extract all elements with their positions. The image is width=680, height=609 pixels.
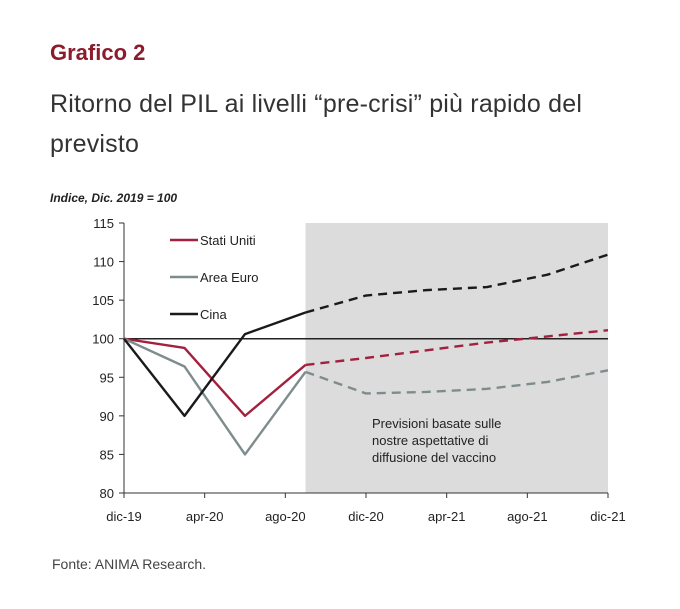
series-cina-forecast-line bbox=[305, 253, 609, 314]
legend-label: Cina bbox=[200, 307, 228, 322]
forecast-annotation-line: Previsioni basate sulle bbox=[372, 416, 501, 431]
legend-label: Stati Uniti bbox=[200, 233, 256, 248]
source-note: Fonte: ANIMA Research. bbox=[52, 556, 207, 572]
x-tick-label: apr-20 bbox=[186, 509, 224, 524]
y-tick-label: 110 bbox=[93, 255, 114, 270]
legend-label: Area Euro bbox=[200, 270, 259, 285]
y-tick-label: 90 bbox=[100, 409, 114, 424]
series-area-euro-forecast-line bbox=[305, 369, 609, 395]
y-tick-label: 80 bbox=[100, 486, 114, 501]
series-stati-uniti-forecast-line bbox=[305, 329, 609, 367]
x-tick-label: dic-20 bbox=[348, 509, 383, 524]
x-tick-label: dic-19 bbox=[106, 509, 141, 524]
forecast-annotation-line: diffusione del vaccino bbox=[372, 450, 496, 465]
y-tick-label: 105 bbox=[92, 293, 114, 308]
y-axis-unit-label: Indice, Dic. 2019 = 100 bbox=[50, 191, 178, 205]
y-tick-label: 115 bbox=[93, 216, 114, 231]
forecast-annotation-line: nostre aspettative di bbox=[372, 433, 488, 448]
x-tick-label: dic-21 bbox=[590, 509, 625, 524]
series-area-euro-actual-line bbox=[123, 337, 307, 456]
chart-heading: Grafico 2 bbox=[50, 40, 146, 65]
y-tick-label: 85 bbox=[100, 447, 114, 462]
x-tick-label: ago-21 bbox=[507, 509, 547, 524]
y-tick-label: 95 bbox=[100, 370, 114, 385]
y-tick-label: 100 bbox=[92, 332, 114, 347]
x-tick-label: apr-21 bbox=[428, 509, 466, 524]
x-tick-label: ago-20 bbox=[265, 509, 305, 524]
series-stati-uniti-actual-line bbox=[123, 337, 307, 418]
series-cina-actual-line bbox=[123, 311, 306, 418]
chart-subtitle: Ritorno del PIL ai livelli “pre-crisi” p… bbox=[50, 90, 583, 158]
